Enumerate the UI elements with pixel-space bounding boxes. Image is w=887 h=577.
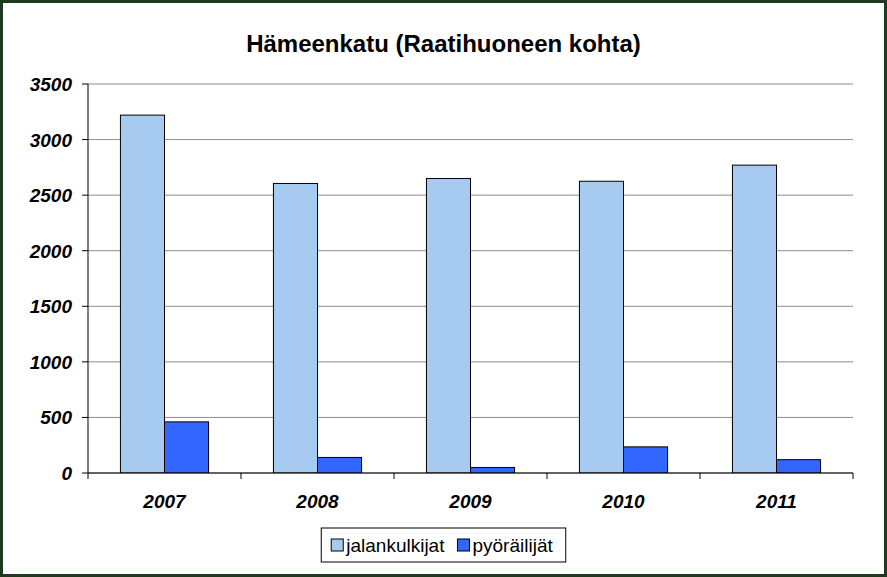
x-tick [547, 473, 548, 479]
bar [165, 422, 209, 473]
bar [273, 183, 317, 473]
y-tick-label: 0 [61, 463, 72, 484]
y-axis [88, 84, 89, 473]
legend-label: pyöräilijät [472, 535, 553, 556]
y-tick-label: 2500 [29, 185, 73, 206]
bar [426, 178, 470, 473]
y-tick-label: 500 [40, 407, 72, 428]
y-tick [82, 361, 88, 362]
chart-container: Hämeenkatu (Raatihuoneen kohta) 0 500 1000 1… [0, 0, 887, 577]
x-tick [700, 473, 701, 479]
x-axis [88, 473, 853, 474]
y-tick [82, 417, 88, 418]
x-tick [241, 473, 242, 479]
bar [777, 460, 821, 473]
y-tick [82, 306, 88, 307]
legend-label: jalankulkijat [345, 535, 445, 556]
y-tick [82, 139, 88, 140]
y-tick [82, 250, 88, 251]
x-tick-label: 2011 [755, 491, 797, 512]
chart-title: Hämeenkatu (Raatihuoneen kohta) [246, 30, 641, 57]
y-tick [82, 84, 88, 85]
legend-swatch [457, 539, 469, 551]
bar [120, 115, 164, 473]
y-tick-label: 1000 [30, 352, 73, 373]
legend: jalankulkijat pyöräilijät [321, 528, 566, 562]
y-tick-label: 3000 [30, 130, 73, 151]
bar [318, 457, 362, 473]
x-tick-label: 2008 [295, 491, 339, 512]
x-tick [394, 473, 395, 479]
x-tick-label: 2009 [448, 491, 492, 512]
bar [732, 165, 776, 473]
chart-svg: Hämeenkatu (Raatihuoneen kohta) 0 500 1000 1… [0, 0, 887, 577]
y-tick-label: 1500 [30, 296, 73, 317]
bars [120, 115, 820, 473]
legend-box [321, 528, 566, 562]
bar [624, 447, 668, 473]
y-tick-label: 2000 [29, 241, 73, 262]
x-tick [853, 473, 854, 479]
y-tick-label: 3500 [30, 74, 73, 95]
y-tick [82, 473, 88, 474]
x-tick [88, 473, 89, 479]
y-tick [82, 195, 88, 196]
x-tick-label: 2007 [142, 491, 187, 512]
chart-background [2, 2, 886, 576]
grid-line [88, 84, 853, 85]
legend-swatch [331, 539, 343, 551]
plot-area [88, 84, 853, 473]
bar [579, 181, 623, 473]
bar [471, 467, 515, 473]
grid-line [88, 139, 853, 140]
grid-line [88, 473, 853, 474]
x-tick-label: 2010 [601, 491, 645, 512]
